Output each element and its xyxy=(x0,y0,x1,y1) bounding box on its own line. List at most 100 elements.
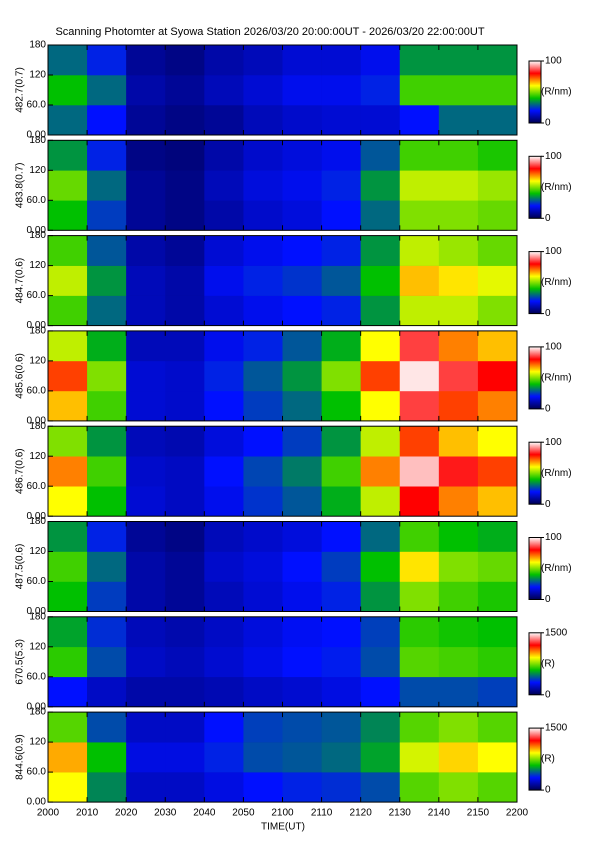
x-tick-label: 2110 xyxy=(311,808,333,819)
heat-cell xyxy=(48,426,88,457)
heat-cell xyxy=(438,105,479,136)
colorbar-tick-label: 0 xyxy=(545,499,551,510)
heat-cell xyxy=(204,140,244,171)
heat-cell xyxy=(165,295,205,326)
heat-cell xyxy=(438,486,479,517)
y-axis-label: 670.5(5.3) xyxy=(15,639,26,685)
x-tick-label: 2020 xyxy=(115,808,138,819)
x-axis-label: TIME(UT) xyxy=(261,822,305,833)
heat-cell xyxy=(204,676,244,708)
heat-cell xyxy=(204,75,244,106)
y-tick-label: 60.0 xyxy=(27,481,47,492)
heat-cell xyxy=(165,616,205,648)
heat-cell xyxy=(282,45,322,76)
y-axis-label: 485.6(0.6) xyxy=(15,353,26,399)
heat-cell xyxy=(438,235,479,266)
heat-cell xyxy=(87,521,127,552)
colorbar-tick-label: 100 xyxy=(545,246,562,257)
heat-cell xyxy=(399,295,440,326)
heat-cell xyxy=(438,742,479,773)
heat-cell xyxy=(126,712,166,743)
heat-cell xyxy=(438,772,479,803)
heat-cell xyxy=(243,75,283,106)
heat-cell xyxy=(126,646,166,678)
heat-cell xyxy=(126,581,166,612)
colorbar-tick-label: 0 xyxy=(545,785,551,796)
x-tick-label: 2010 xyxy=(76,808,99,819)
heat-cell xyxy=(126,140,166,171)
heat-cell xyxy=(87,390,127,422)
y-tick-label: 0.00 xyxy=(27,701,47,712)
heat-cell xyxy=(438,521,479,552)
heat-cell xyxy=(165,390,205,422)
heat-cell xyxy=(360,75,401,106)
y-axis-label: 482.7(0.7) xyxy=(15,67,26,113)
heat-cell xyxy=(360,170,401,201)
y-tick-label: 120 xyxy=(29,546,46,557)
heat-cell xyxy=(243,105,283,136)
heat-cell xyxy=(48,742,88,773)
heat-cell xyxy=(165,712,205,743)
heat-cell xyxy=(126,772,166,803)
y-tick-label: 180 xyxy=(29,707,46,718)
heat-cell xyxy=(126,330,166,362)
heat-cell xyxy=(282,170,322,201)
heat-cell xyxy=(477,295,518,326)
heat-cell xyxy=(243,742,283,773)
heat-cell xyxy=(321,75,361,106)
colorbar-label: (R) xyxy=(541,658,555,669)
heat-cell xyxy=(165,581,205,612)
heat-cell xyxy=(477,456,518,487)
heat-cell xyxy=(243,456,283,487)
colorbar-tick-label: 0 xyxy=(545,118,551,129)
heat-cell xyxy=(360,426,401,457)
heat-cell xyxy=(399,360,440,392)
heat-cell xyxy=(87,360,127,392)
colorbar-tick-label: 100 xyxy=(545,151,562,162)
heat-cell xyxy=(399,235,440,266)
heat-cell xyxy=(360,581,401,612)
heat-cell xyxy=(477,170,518,201)
heat-cell xyxy=(165,265,205,296)
heat-cell xyxy=(126,45,166,76)
y-tick-label: 180 xyxy=(29,421,46,432)
colorbar-label: (R/nm) xyxy=(541,373,572,384)
y-tick-label: 180 xyxy=(29,326,46,337)
heat-cell xyxy=(126,676,166,708)
heat-cell xyxy=(243,200,283,231)
heat-cell xyxy=(360,265,401,296)
heat-cell xyxy=(360,551,401,582)
heat-cell xyxy=(165,646,205,678)
heat-cell xyxy=(165,235,205,266)
y-tick-label: 0.00 xyxy=(27,225,47,236)
heat-cell xyxy=(399,170,440,201)
heat-cell xyxy=(399,772,440,803)
heat-cell xyxy=(48,75,88,106)
colorbar-tick-label: 0 xyxy=(545,404,551,415)
heat-cell xyxy=(438,616,479,648)
heat-cell xyxy=(204,265,244,296)
colorbar xyxy=(528,251,542,315)
heat-cell xyxy=(165,75,205,106)
heat-cell xyxy=(438,170,479,201)
heat-cell xyxy=(282,676,322,708)
heat-cell xyxy=(438,330,479,362)
x-tick-label: 2050 xyxy=(232,808,255,819)
heat-cell xyxy=(126,742,166,773)
heat-cell xyxy=(48,521,88,552)
heat-cell xyxy=(48,360,88,392)
heat-cell xyxy=(321,330,361,362)
heat-cell xyxy=(48,295,88,326)
heat-cell xyxy=(399,742,440,773)
heat-cell xyxy=(477,581,518,612)
heat-cell xyxy=(165,140,205,171)
heat-cell xyxy=(438,45,479,76)
heat-cell xyxy=(204,105,244,136)
heat-cell xyxy=(477,616,518,648)
heat-cell xyxy=(165,105,205,136)
heat-cell xyxy=(360,45,401,76)
y-tick-label: 120 xyxy=(29,451,46,462)
heat-cell xyxy=(399,616,440,648)
heat-cell xyxy=(48,712,88,743)
